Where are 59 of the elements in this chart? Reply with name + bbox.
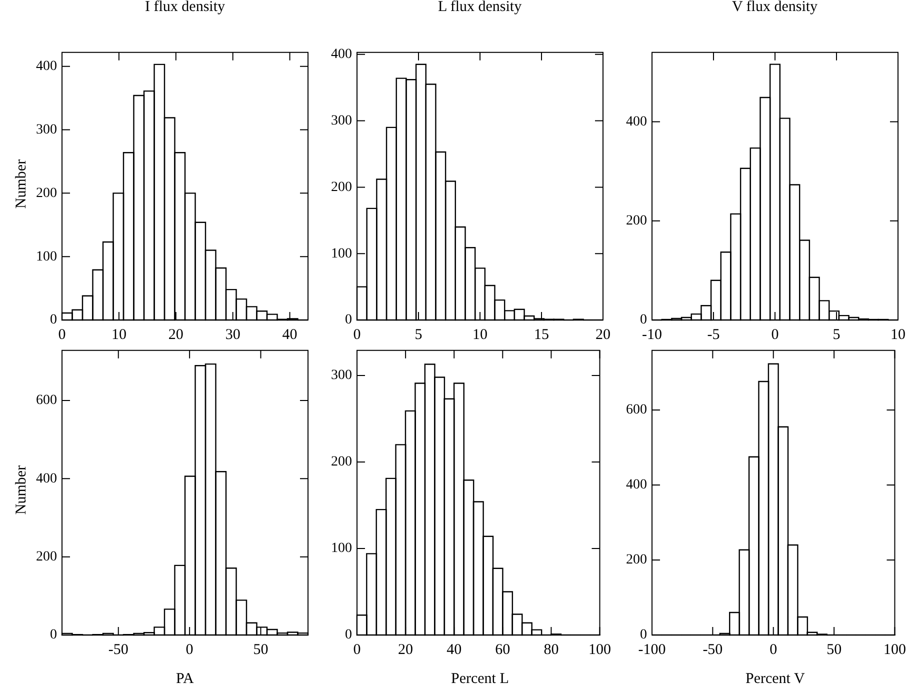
x-tick-label: -50: [108, 642, 128, 658]
x-tick-label: 20: [398, 642, 414, 658]
x-axis-title: Percent L: [451, 671, 509, 688]
y-tick-label: 0: [50, 628, 57, 643]
y-axis-title: Number: [14, 158, 30, 208]
x-tick-label: 5: [832, 326, 840, 343]
x-axis-title: PA: [176, 671, 194, 688]
y-tick-label: 200: [626, 552, 647, 568]
x-tick-label: 100: [884, 642, 906, 658]
x-tick-label: 10: [890, 326, 906, 343]
y-tick-label: 200: [331, 454, 352, 470]
x-tick-label: 5: [414, 326, 422, 343]
y-tick-label: 300: [331, 368, 352, 384]
x-tick-label: 10: [472, 326, 488, 343]
x-tick-label: 80: [544, 642, 559, 658]
y-tick-label: 400: [626, 114, 647, 130]
y-tick-label: 200: [36, 549, 57, 564]
x-tick-label: -50: [702, 642, 723, 658]
y-tick-label: 400: [36, 59, 57, 74]
chart-title: I flux density: [145, 0, 225, 16]
x-tick-label: 20: [168, 326, 184, 343]
y-tick-label: 600: [36, 393, 57, 408]
chart-title: V flux density: [732, 0, 818, 16]
y-tick-label: 100: [331, 541, 352, 556]
y-tick-label: 0: [640, 628, 647, 643]
y-tick-label: 200: [36, 186, 57, 201]
x-tick-label: 30: [225, 326, 240, 343]
x-tick-label: 60: [495, 642, 510, 658]
x-tick-label: 0: [770, 642, 778, 658]
x-tick-label: -5: [707, 326, 720, 343]
x-tick-label: 40: [446, 642, 462, 658]
x-tick-label: 50: [253, 642, 268, 658]
x-tick-label: 15: [534, 326, 549, 343]
y-tick-label: 0: [50, 312, 57, 328]
y-tick-label: 400: [36, 471, 57, 486]
x-tick-label: -10: [642, 326, 662, 343]
y-tick-label: 600: [626, 402, 647, 418]
chart-title: L flux density: [438, 0, 522, 16]
x-tick-label: 0: [771, 326, 779, 343]
y-tick-label: 200: [331, 180, 352, 195]
y-tick-label: 400: [331, 47, 352, 62]
y-tick-label: 0: [345, 312, 352, 328]
y-tick-label: 0: [345, 628, 352, 643]
y-axis-title: Number: [14, 465, 30, 515]
y-tick-label: 400: [626, 478, 647, 493]
x-tick-label: 10: [111, 326, 126, 343]
y-tick-label: 0: [640, 312, 647, 328]
y-tick-label: 100: [331, 246, 352, 262]
y-tick-label: 200: [626, 214, 647, 229]
x-axis-title: Percent V: [746, 671, 805, 688]
x-tick-label: 50: [826, 642, 842, 658]
x-tick-label: 100: [588, 642, 611, 658]
x-tick-label: 40: [282, 326, 298, 343]
y-tick-label: 100: [36, 249, 57, 264]
x-tick-label: 0: [186, 642, 194, 658]
y-tick-label: 300: [331, 113, 352, 128]
x-tick-label: -100: [638, 642, 666, 658]
x-tick-label: 20: [596, 326, 610, 343]
y-tick-label: 300: [36, 122, 57, 138]
